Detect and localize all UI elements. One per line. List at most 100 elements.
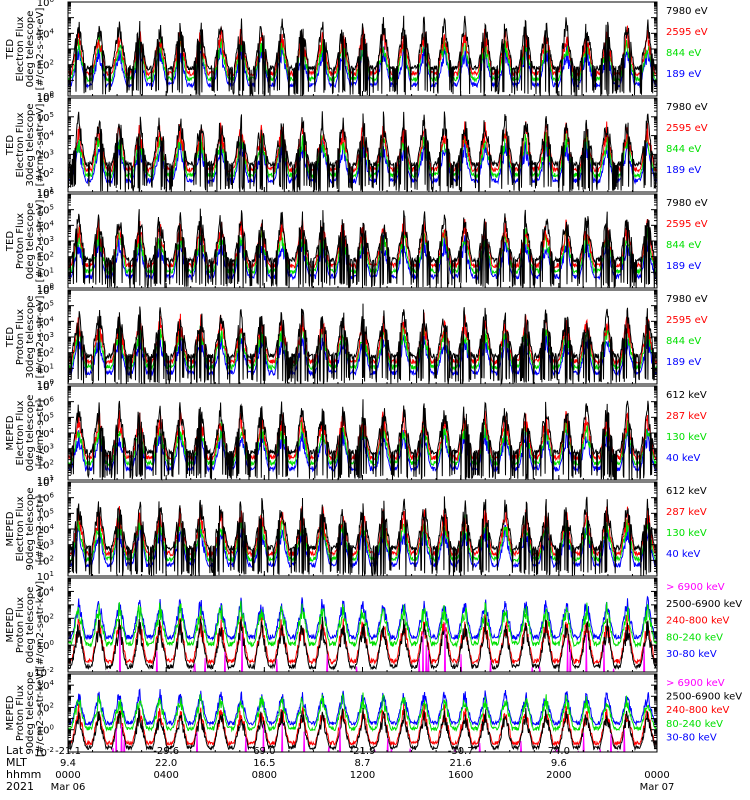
y-axis-label-line: MEPED xyxy=(5,695,16,730)
x-row-label-hhmm: hhmm xyxy=(6,768,41,781)
legend-entry: 2500-6900 keV xyxy=(666,599,742,610)
series-line-30-80-kev xyxy=(67,595,658,642)
series-line-7980-ev xyxy=(67,303,658,386)
y-axis-label-line: Proton Flux xyxy=(15,309,26,365)
series-line-287-kev xyxy=(67,408,658,462)
y-axis-label-line: Electron Flux xyxy=(15,496,26,561)
legend-entry: 287 keV xyxy=(666,411,707,422)
series-line-612-kev xyxy=(67,496,658,577)
y-axis-label-line: MEPED xyxy=(5,607,16,642)
x-label-lat: -30.7 xyxy=(448,746,474,757)
legend-entry: 7980 eV xyxy=(666,198,708,209)
y-tick-label: 107 xyxy=(37,380,54,393)
y-axis-label-line: 90deg telescope xyxy=(25,487,36,570)
x-label-lat: 74.0 xyxy=(548,746,570,757)
series-line-40-kev xyxy=(67,427,658,473)
x-label-hhmm: 0400 xyxy=(153,770,178,781)
y-axis-label-line: 0deg telescope xyxy=(25,203,36,280)
series-line-130-kev xyxy=(67,418,658,467)
series-line-80-240-kev xyxy=(67,600,658,648)
x-label-mlt: 9.4 xyxy=(60,758,76,769)
y-axis-label-line: 0deg telescope xyxy=(25,587,36,664)
legend-entry: 287 keV xyxy=(666,507,707,518)
legend-entry: 130 keV xyxy=(666,432,707,443)
legend-entry: 30-80 keV xyxy=(666,649,717,660)
y-axis-label-line: 30deg telescope xyxy=(25,103,36,186)
legend-entry: 844 eV xyxy=(666,240,701,251)
x-label-mlt: 8.7 xyxy=(355,758,371,769)
legend-entry: 7980 eV xyxy=(666,102,708,113)
y-axis-label-line: [#/cm2-s-str-eV] xyxy=(35,8,46,91)
y-axis-label-line: [#/cm2-s-str-eV] xyxy=(35,296,46,379)
x-label-mlt: 22.0 xyxy=(155,758,177,769)
y-axis-label-line: TED xyxy=(5,327,16,348)
legend-entry: > 6900 keV xyxy=(666,582,725,593)
legend-entry: 844 eV xyxy=(666,336,701,347)
series-line-612-kev xyxy=(67,399,658,482)
x-label-lat: -21.9 xyxy=(350,746,376,757)
y-axis-label-line: Electron Flux xyxy=(15,400,26,465)
y-tick-label: 106 xyxy=(37,188,55,201)
x-row-label-year: 2021 xyxy=(6,780,34,793)
x-label-hhmm: 1200 xyxy=(350,770,375,781)
legend-entry: 189 eV xyxy=(666,261,701,272)
legend-entry: 2500-6900 keV xyxy=(666,692,742,703)
legend-entry: 612 keV xyxy=(666,390,707,401)
y-axis-label-line: TED xyxy=(5,39,16,60)
x-label-hhmm: 0000 xyxy=(55,770,80,781)
y-axis-label-line: Electron Flux xyxy=(15,112,26,177)
x-label-mlt: 9.6 xyxy=(551,758,567,769)
y-axis-label-line: [#/cm2-s-str-keV] xyxy=(35,669,46,757)
x-label-lat: -21.1 xyxy=(55,746,81,757)
x-label-lat: -29.6 xyxy=(153,746,179,757)
series-line-7980-ev xyxy=(67,15,658,97)
x-label-date: Mar 06 xyxy=(51,782,86,793)
legend-entry: 612 keV xyxy=(666,486,707,497)
legend-entry: > 6900 keV xyxy=(666,678,725,689)
x-label-lat: 69.0 xyxy=(253,746,275,757)
legend-entry: 40 keV xyxy=(666,453,700,464)
series-line-80-240-kev xyxy=(67,692,658,733)
x-row-label-mlt: MLT xyxy=(6,756,27,769)
legend-entry: 240-800 keV xyxy=(666,705,730,716)
y-axis-label-line: [#/cm2-s-str] xyxy=(35,495,46,562)
x-label-hhmm: 2000 xyxy=(546,770,571,781)
y-axis-label-line: MEPED xyxy=(5,415,16,450)
legend-entry: 7980 eV xyxy=(666,6,708,17)
y-axis-label-line: Proton Flux xyxy=(15,685,26,741)
y-axis-label-line: 90deg telescope xyxy=(25,671,36,754)
series-line-189-ev xyxy=(67,44,658,89)
y-axis-label-line: [#/cm2-s-str-eV] xyxy=(35,200,46,283)
y-tick-label: 106 xyxy=(37,92,55,105)
legend-entry: 130 keV xyxy=(666,528,707,539)
legend-entry: 844 eV xyxy=(666,144,701,155)
legend-entry: 80-240 keV xyxy=(666,632,723,643)
y-axis-label-line: TED xyxy=(5,135,16,156)
y-axis-label-line: 0deg telescope xyxy=(25,11,36,88)
legend-entry: 80-240 keV xyxy=(666,719,723,730)
y-axis-label-line: Proton Flux xyxy=(15,213,26,269)
legend-entry: 2595 eV xyxy=(666,315,708,326)
legend-entry: 844 eV xyxy=(666,48,701,59)
y-axis-label-line: [#/cm2-s-str-eV] xyxy=(35,104,46,187)
x-row-label-lat: Lat xyxy=(6,744,24,757)
legend-entry: 189 eV xyxy=(666,165,701,176)
y-tick-label: 106 xyxy=(37,284,55,297)
x-label-date: Mar 07 xyxy=(640,782,675,793)
legend-entry: 30-80 keV xyxy=(666,732,717,743)
y-axis-label-line: Proton Flux xyxy=(15,597,26,653)
y-axis-label-line: MEPED xyxy=(5,511,16,546)
y-axis-label-line: [#/cm2-s-str] xyxy=(35,399,46,466)
y-tick-label: 107 xyxy=(37,476,54,489)
y-axis-label-line: Electron Flux xyxy=(15,16,26,81)
x-label-hhmm: 0000 xyxy=(644,770,669,781)
